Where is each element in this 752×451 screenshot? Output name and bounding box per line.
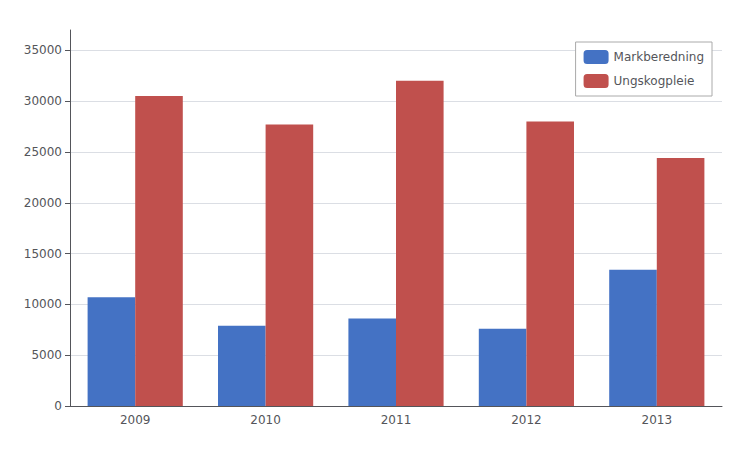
svg-text:25000: 25000 xyxy=(24,145,62,159)
svg-text:30000: 30000 xyxy=(24,94,62,108)
svg-text:2013: 2013 xyxy=(642,413,673,427)
svg-text:2009: 2009 xyxy=(120,413,151,427)
svg-text:10000: 10000 xyxy=(24,297,62,311)
svg-text:Ungskogpleie: Ungskogpleie xyxy=(614,74,695,88)
svg-text:15000: 15000 xyxy=(24,247,62,261)
svg-text:2011: 2011 xyxy=(381,413,412,427)
svg-text:2010: 2010 xyxy=(250,413,281,427)
svg-text:2012: 2012 xyxy=(511,413,542,427)
svg-text:0: 0 xyxy=(54,399,62,413)
svg-text:35000: 35000 xyxy=(24,43,62,57)
svg-text:20000: 20000 xyxy=(24,196,62,210)
svg-text:Markberedning: Markberedning xyxy=(614,50,704,64)
svg-text:5000: 5000 xyxy=(31,348,62,362)
